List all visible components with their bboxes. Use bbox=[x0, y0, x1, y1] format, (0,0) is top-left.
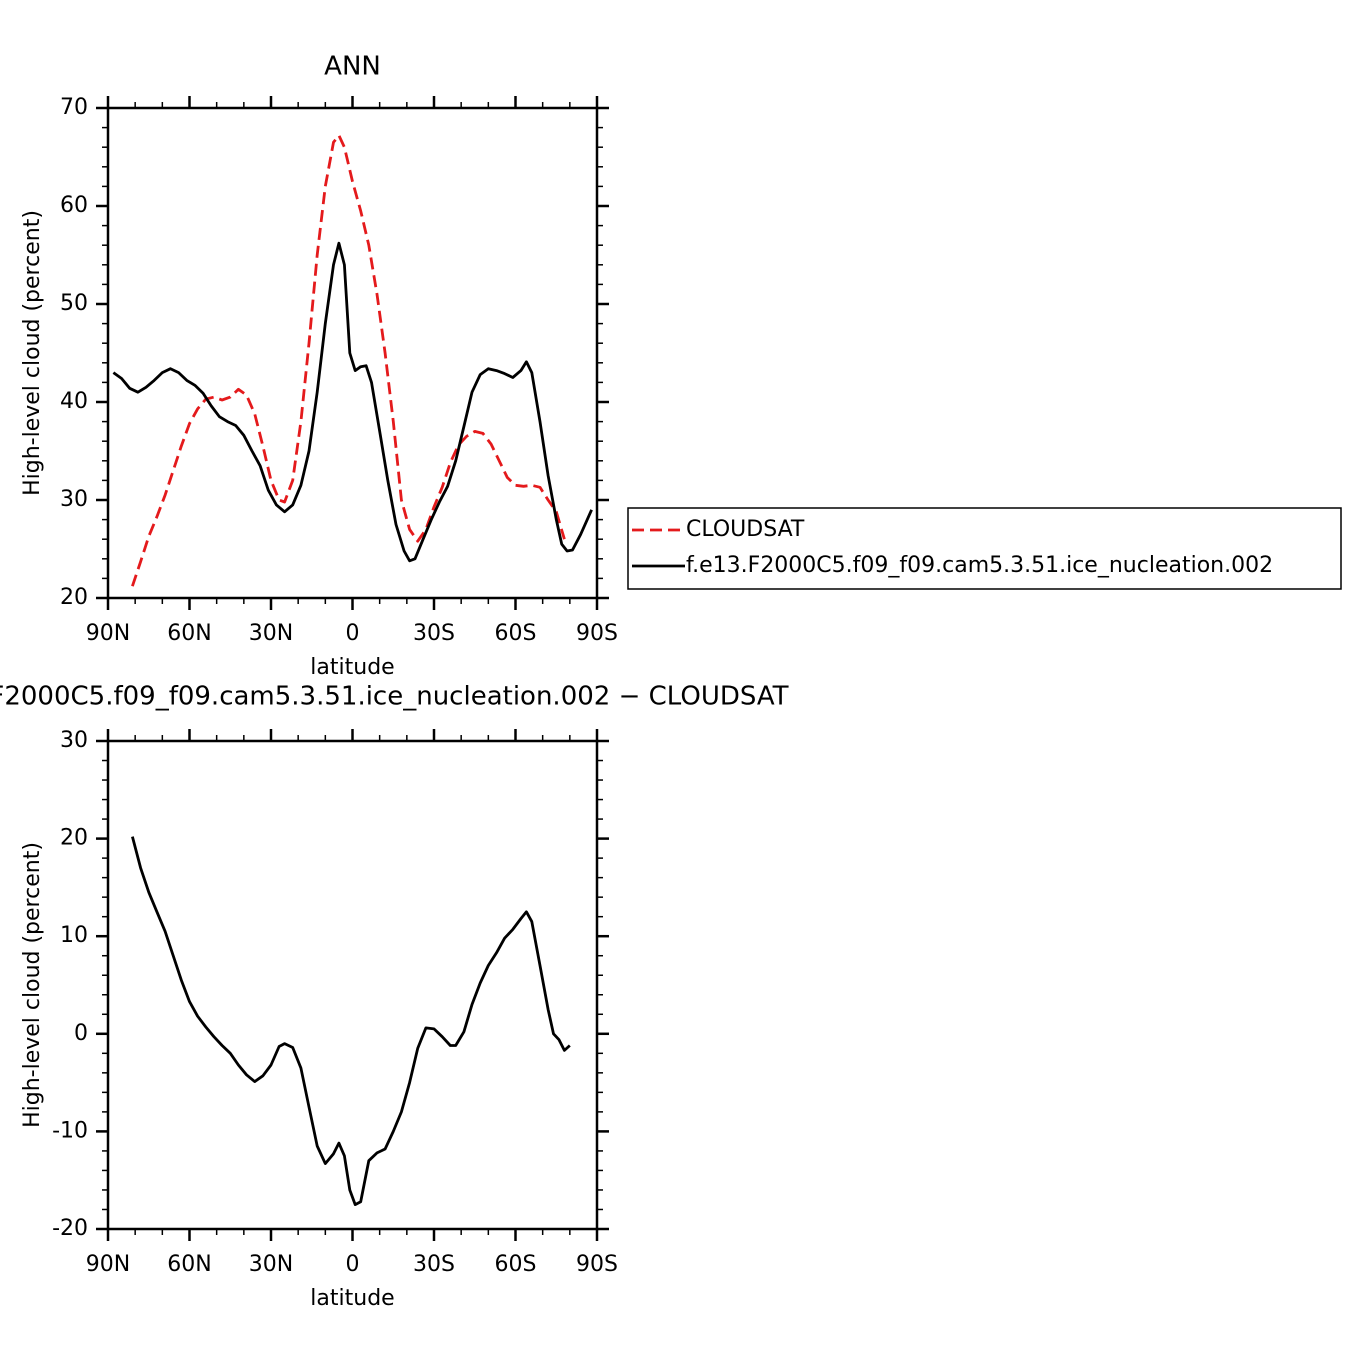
x-tick-label: 60S bbox=[495, 1252, 537, 1277]
series-line bbox=[131, 133, 566, 587]
x-tick-label: 30S bbox=[413, 1252, 455, 1277]
y-axis-label: High-level cloud (percent) bbox=[20, 842, 45, 1128]
y-tick-label: 10 bbox=[60, 923, 88, 948]
y-tick-label: -10 bbox=[52, 1118, 88, 1143]
y-tick-label: 30 bbox=[60, 728, 88, 753]
y-tick-label: 60 bbox=[60, 193, 88, 218]
y-tick-label: 20 bbox=[60, 826, 88, 851]
x-tick-label: 0 bbox=[346, 621, 360, 646]
x-tick-label: 60S bbox=[495, 621, 537, 646]
y-tick-label: -20 bbox=[52, 1216, 88, 1241]
x-tick-label: 60N bbox=[167, 1252, 211, 1277]
y-tick-label: 50 bbox=[60, 291, 88, 316]
legend-label: f.e13.F2000C5.f09_f09.cam5.3.51.ice_nucl… bbox=[686, 553, 1273, 578]
x-tick-label: 30N bbox=[249, 1252, 293, 1277]
x-tick-label: 60N bbox=[167, 621, 211, 646]
y-tick-label: 30 bbox=[60, 487, 88, 512]
legend-box bbox=[627, 507, 1342, 590]
x-tick-label: 90S bbox=[576, 1252, 618, 1277]
y-tick-label: 20 bbox=[60, 585, 88, 610]
x-tick-label: 90S bbox=[576, 621, 618, 646]
plot-frame bbox=[106, 739, 599, 1231]
panel: f.e13.F2000C5.f09_f09.cam5.3.51.ice_nucl… bbox=[0, 682, 789, 1312]
y-tick-label: 0 bbox=[74, 1021, 88, 1046]
chart-title: f.e13.F2000C5.f09_f09.cam5.3.51.ice_nucl… bbox=[0, 682, 789, 712]
x-tick-label: 0 bbox=[346, 1252, 360, 1277]
x-tick-label: 30N bbox=[249, 621, 293, 646]
x-axis-label: latitude bbox=[310, 1286, 394, 1311]
panel: ANN 20 30 40 50 60 70 90N 60N 30N 0 30S 60S 90S latitu… bbox=[20, 52, 1342, 680]
y-tick-label: 70 bbox=[60, 95, 88, 120]
x-axis-label: latitude bbox=[310, 655, 394, 680]
legend-label: CLOUDSAT bbox=[686, 517, 805, 542]
series-line bbox=[131, 836, 571, 1206]
x-tick-label: 30S bbox=[413, 621, 455, 646]
y-tick-label: 40 bbox=[60, 389, 88, 414]
y-axis-label: High-level cloud (percent) bbox=[20, 210, 45, 496]
series-line bbox=[112, 241, 593, 563]
legend: CLOUDSAT f.e13.F2000C5.f09_f09.cam5.3.51.… bbox=[627, 507, 1342, 590]
x-tick-label: 90N bbox=[86, 1252, 130, 1277]
chart-title: ANN bbox=[324, 52, 381, 82]
x-tick-label: 90N bbox=[86, 621, 130, 646]
